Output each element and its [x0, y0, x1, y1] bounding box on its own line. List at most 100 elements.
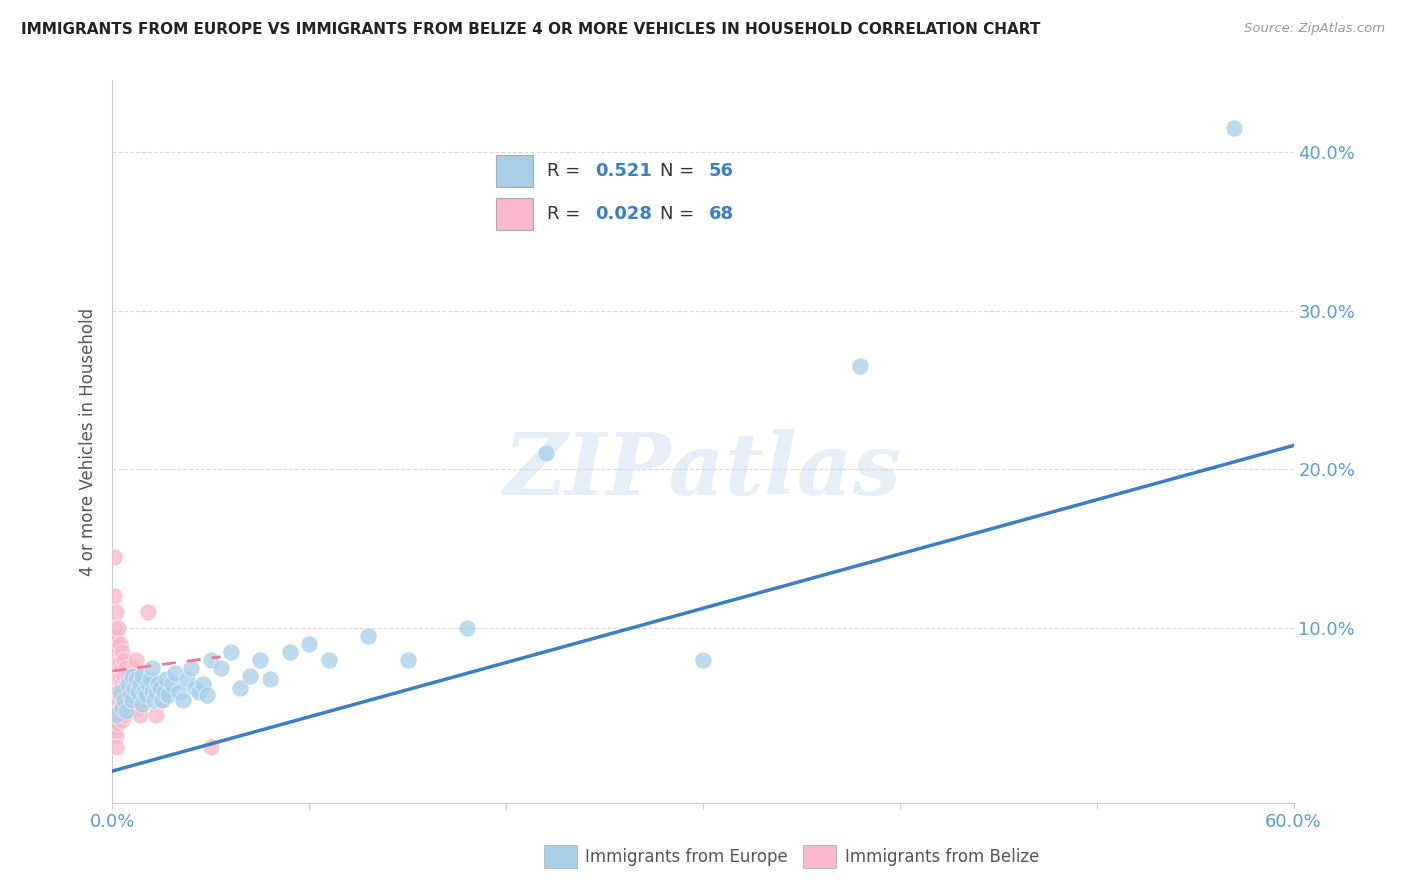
- Point: [112, 708, 135, 723]
- Point: [121, 669, 143, 683]
- Point: [105, 704, 128, 718]
- Point: [103, 692, 125, 706]
- Point: [105, 684, 128, 698]
- Point: [142, 692, 165, 706]
- Point: [103, 549, 125, 564]
- Point: [156, 688, 179, 702]
- Point: [357, 629, 380, 643]
- Point: [111, 700, 134, 714]
- Text: ZIPatlas: ZIPatlas: [503, 429, 903, 512]
- Point: [145, 708, 167, 723]
- Point: [112, 692, 135, 706]
- Point: [278, 645, 301, 659]
- Point: [103, 708, 125, 723]
- Bar: [803, 845, 837, 868]
- Point: [117, 669, 139, 683]
- Point: [112, 653, 135, 667]
- Point: [110, 684, 132, 698]
- Point: [105, 713, 128, 727]
- Point: [219, 645, 242, 659]
- Point: [129, 676, 152, 690]
- Point: [125, 653, 148, 667]
- Point: [103, 684, 125, 698]
- Point: [200, 653, 222, 667]
- Point: [456, 621, 478, 635]
- Point: [110, 656, 132, 670]
- Point: [107, 656, 129, 670]
- Point: [105, 692, 128, 706]
- Point: [105, 740, 128, 755]
- Point: [112, 692, 135, 706]
- Point: [172, 692, 194, 706]
- Point: [127, 684, 149, 698]
- Point: [103, 621, 125, 635]
- Point: [111, 688, 134, 702]
- Point: [115, 676, 138, 690]
- Point: [534, 446, 557, 460]
- Point: [110, 704, 132, 718]
- Point: [105, 708, 128, 723]
- Point: [298, 637, 321, 651]
- Point: [141, 676, 163, 690]
- Point: [103, 645, 125, 659]
- Text: Immigrants from Belize: Immigrants from Belize: [845, 848, 1039, 866]
- Point: [107, 684, 129, 698]
- Point: [112, 669, 135, 683]
- Text: Immigrants from Europe: Immigrants from Europe: [585, 848, 787, 866]
- Point: [120, 688, 142, 702]
- Point: [111, 676, 134, 690]
- Text: Source: ZipAtlas.com: Source: ZipAtlas.com: [1244, 22, 1385, 36]
- Point: [105, 605, 128, 619]
- Point: [249, 653, 271, 667]
- Point: [139, 672, 162, 686]
- Point: [150, 692, 173, 706]
- Point: [125, 672, 148, 686]
- Point: [692, 653, 714, 667]
- Point: [169, 684, 191, 698]
- Point: [105, 629, 128, 643]
- Point: [145, 684, 167, 698]
- Point: [141, 661, 163, 675]
- Point: [131, 692, 153, 706]
- Point: [107, 640, 129, 655]
- Point: [103, 724, 125, 739]
- Point: [103, 676, 125, 690]
- Point: [103, 629, 125, 643]
- Point: [209, 661, 232, 675]
- Point: [107, 672, 129, 686]
- Point: [107, 692, 129, 706]
- Point: [165, 665, 187, 680]
- Point: [111, 713, 134, 727]
- Point: [259, 672, 281, 686]
- Point: [107, 716, 129, 731]
- Point: [849, 359, 872, 373]
- Point: [131, 698, 153, 712]
- Point: [141, 684, 163, 698]
- Point: [115, 692, 138, 706]
- Point: [318, 653, 340, 667]
- Point: [200, 740, 222, 755]
- Point: [122, 681, 145, 696]
- Point: [122, 661, 145, 675]
- Point: [103, 700, 125, 714]
- Point: [112, 681, 135, 696]
- Point: [107, 621, 129, 635]
- Point: [117, 676, 139, 690]
- Point: [105, 645, 128, 659]
- Point: [103, 590, 125, 604]
- Point: [229, 681, 252, 696]
- Text: IMMIGRANTS FROM EUROPE VS IMMIGRANTS FROM BELIZE 4 OR MORE VEHICLES IN HOUSEHOLD: IMMIGRANTS FROM EUROPE VS IMMIGRANTS FRO…: [21, 22, 1040, 37]
- Point: [105, 720, 128, 734]
- Point: [146, 676, 169, 690]
- Bar: [544, 845, 576, 868]
- Point: [188, 684, 211, 698]
- Y-axis label: 4 or more Vehicles in Household: 4 or more Vehicles in Household: [79, 308, 97, 575]
- Point: [105, 661, 128, 675]
- Point: [110, 672, 132, 686]
- Point: [121, 700, 143, 714]
- Point: [396, 653, 419, 667]
- Point: [195, 688, 218, 702]
- Point: [103, 669, 125, 683]
- Point: [155, 672, 177, 686]
- Point: [107, 704, 129, 718]
